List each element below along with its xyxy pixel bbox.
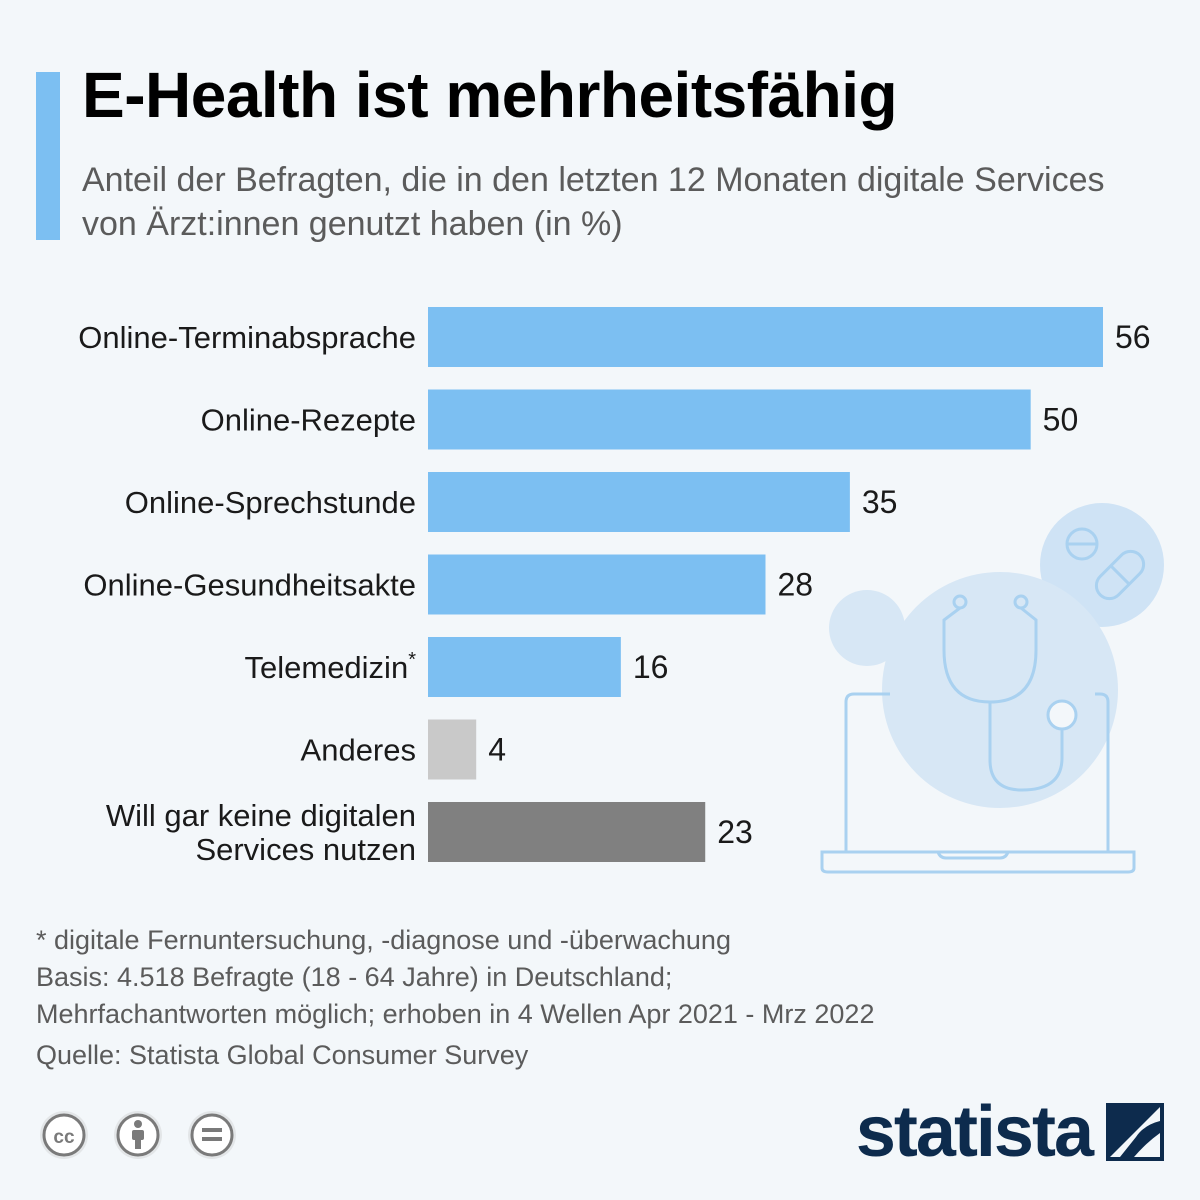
bar-chart: 56 Online-Terminabsprache 50 Online-Rezepte… xyxy=(78,307,1164,874)
laptop-icon xyxy=(820,692,1136,874)
category-label: Will gar keine digitalen Services nutzen xyxy=(106,798,416,867)
bar-7 xyxy=(428,802,706,862)
bar-value-label: 4 xyxy=(488,732,506,768)
bar-4 xyxy=(428,554,766,615)
chart-notes: * digitale Fernuntersuchung, -diagnose u… xyxy=(36,922,1156,1074)
footnote: * digitale Fernuntersuchung, -diagnose u… xyxy=(36,925,731,955)
bar-1 xyxy=(428,307,1103,367)
category-label: Telemedizin* xyxy=(245,649,417,685)
basis-note-line2: Mehrfachantworten möglich; erhoben in 4 … xyxy=(36,999,875,1029)
bar-value-label: 50 xyxy=(1043,402,1079,438)
bar-5 xyxy=(428,637,621,697)
category-label: Online-Rezepte xyxy=(201,403,416,438)
medical-illustration xyxy=(820,503,1164,874)
statista-logo-mark-icon xyxy=(1106,1103,1164,1161)
cc-icon[interactable]: cc xyxy=(40,1111,88,1159)
license-icons: cc xyxy=(40,1111,236,1159)
bar-2 xyxy=(428,389,1031,450)
bar-6 xyxy=(428,719,477,780)
category-label: Online-Gesundheitsakte xyxy=(83,568,416,603)
bar-value-label: 23 xyxy=(717,814,753,850)
bar-value-label: 28 xyxy=(778,567,814,603)
brand-name: statista xyxy=(855,1092,1094,1172)
bar-value-label: 56 xyxy=(1115,319,1151,355)
category-label: Anderes xyxy=(301,733,416,768)
nd-icon[interactable] xyxy=(188,1111,236,1159)
bar-3 xyxy=(428,472,850,532)
source-note: Quelle: Statista Global Consumer Survey xyxy=(36,1040,529,1070)
title-accent-bar xyxy=(36,72,60,240)
chart-title: E-Health ist mehrheitsfähig xyxy=(82,59,898,131)
category-label: Online-Sprechstunde xyxy=(125,485,416,520)
category-label: Online-Terminabsprache xyxy=(78,320,416,355)
statista-logo[interactable]: statista xyxy=(855,1092,1164,1172)
basis-note-line1: Basis: 4.518 Befragte (18 - 64 Jahre) in… xyxy=(36,962,673,992)
chart-subtitle: Anteil der Befragten, die in den letzten… xyxy=(82,161,1105,243)
svg-text:cc: cc xyxy=(53,1127,75,1148)
bar-value-label: 35 xyxy=(862,484,898,520)
by-icon[interactable] xyxy=(114,1111,162,1159)
stethoscope-icon xyxy=(942,594,1078,792)
chart-bars: 56 Online-Terminabsprache 50 Online-Rezepte… xyxy=(78,307,1151,867)
bar-value-label: 16 xyxy=(633,649,669,685)
